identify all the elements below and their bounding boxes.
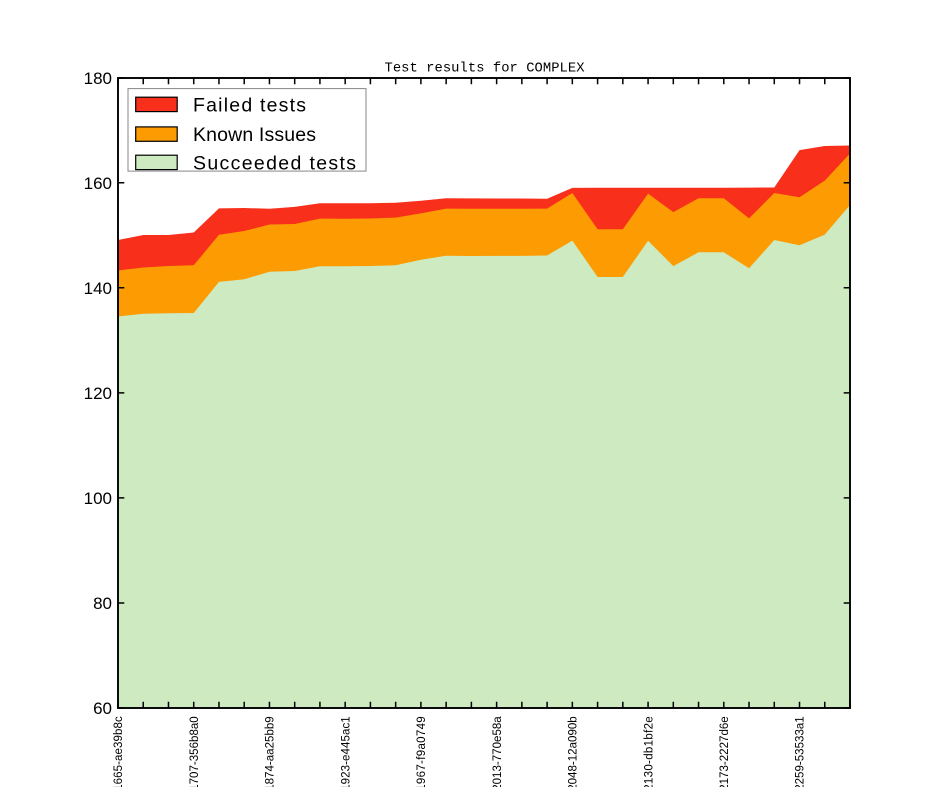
svg-text:Failed tests: Failed tests: [193, 94, 306, 116]
svg-text:160: 160: [84, 174, 112, 193]
svg-text:1707-356b8a0: 1707-356b8a0: [189, 716, 201, 787]
svg-text:2048-12a090b: 2048-12a090b: [568, 716, 580, 787]
svg-text:Known Issues: Known Issues: [193, 124, 316, 146]
svg-text:80: 80: [93, 594, 112, 613]
svg-text:1923-e445ac1: 1923-e445ac1: [340, 716, 352, 787]
svg-text:Succeeded tests: Succeeded tests: [193, 152, 356, 174]
svg-text:Test results for COMPLEX: Test results for COMPLEX: [385, 61, 586, 77]
svg-text:120: 120: [84, 384, 112, 403]
svg-text:2259-53533a1: 2259-53533a1: [795, 716, 807, 787]
svg-text:140: 140: [84, 279, 112, 298]
svg-text:2013-770e58a: 2013-770e58a: [492, 716, 504, 787]
svg-text:180: 180: [84, 69, 112, 88]
svg-text:60: 60: [93, 699, 112, 718]
svg-text:2130-db1bf2e: 2130-db1bf2e: [643, 716, 655, 787]
svg-text:1665-ae39b8c: 1665-ae39b8c: [113, 716, 125, 787]
svg-text:2173-2227d6e: 2173-2227d6e: [719, 716, 731, 787]
svg-text:100: 100: [84, 489, 112, 508]
svg-text:1874-aa25bb9: 1874-aa25bb9: [265, 716, 277, 787]
